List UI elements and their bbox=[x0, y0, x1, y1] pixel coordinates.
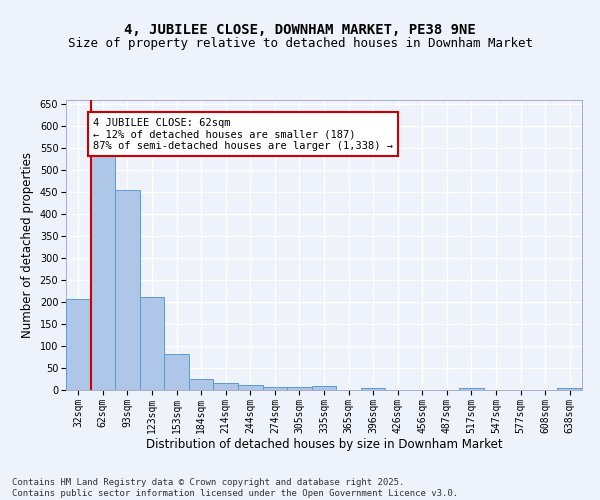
Bar bbox=[238, 385, 263, 390]
Bar bbox=[312, 386, 336, 390]
Bar bbox=[557, 388, 582, 390]
Bar bbox=[91, 155, 115, 390]
Text: 4, JUBILEE CLOSE, DOWNHAM MARKET, PE38 9NE: 4, JUBILEE CLOSE, DOWNHAM MARKET, PE38 9… bbox=[124, 22, 476, 36]
Bar bbox=[115, 190, 140, 390]
Bar bbox=[263, 388, 287, 390]
Bar bbox=[287, 388, 312, 390]
X-axis label: Distribution of detached houses by size in Downham Market: Distribution of detached houses by size … bbox=[146, 438, 502, 452]
Bar bbox=[66, 298, 91, 390]
Bar bbox=[214, 384, 238, 390]
Bar bbox=[164, 354, 189, 390]
Text: 4 JUBILEE CLOSE: 62sqm
← 12% of detached houses are smaller (187)
87% of semi-de: 4 JUBILEE CLOSE: 62sqm ← 12% of detached… bbox=[93, 118, 393, 151]
Y-axis label: Number of detached properties: Number of detached properties bbox=[21, 152, 34, 338]
Text: Size of property relative to detached houses in Downham Market: Size of property relative to detached ho… bbox=[67, 38, 533, 51]
Bar bbox=[189, 378, 214, 390]
Bar bbox=[140, 297, 164, 390]
Bar bbox=[459, 388, 484, 390]
Text: Contains HM Land Registry data © Crown copyright and database right 2025.
Contai: Contains HM Land Registry data © Crown c… bbox=[12, 478, 458, 498]
Bar bbox=[361, 388, 385, 390]
